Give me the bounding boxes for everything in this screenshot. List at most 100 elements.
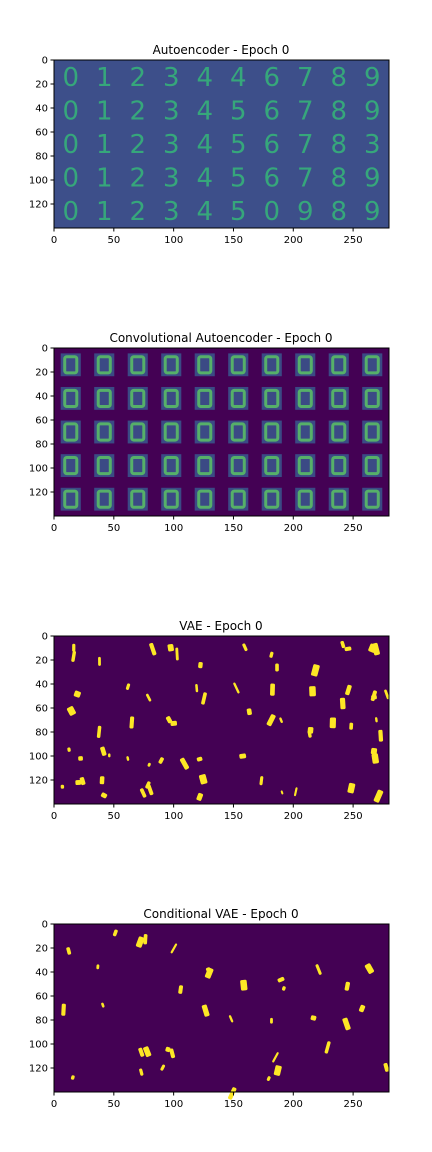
x-tick-label: 250 xyxy=(344,1099,363,1110)
sample-blob xyxy=(294,787,298,797)
digit-glyph: 7 xyxy=(297,130,314,160)
sample-blob xyxy=(108,753,111,758)
x-tick-label: 50 xyxy=(107,811,120,822)
sample-blob xyxy=(233,682,240,694)
y-tick-label: 60 xyxy=(35,128,48,139)
x-tick-label: 150 xyxy=(224,235,243,246)
sample-blob xyxy=(201,1004,210,1017)
sample-blob xyxy=(100,792,108,799)
axes-frame xyxy=(53,635,390,805)
reconstruction-stroke xyxy=(63,456,79,476)
reconstruction-stroke xyxy=(163,388,179,408)
sample-blob xyxy=(61,1003,66,1016)
y-tick-label: 20 xyxy=(35,368,48,379)
y-tick-label: 100 xyxy=(29,1040,48,1051)
sample-blob xyxy=(175,647,179,661)
sample-blob xyxy=(310,664,320,677)
y-tick-label: 0 xyxy=(42,56,48,67)
sample-blob xyxy=(196,792,204,801)
autoencoder-panel: Autoencoder - Epoch 0 0 1 2 3 4 4 6 7 8 90 1 2 3 4 5 6 7… xyxy=(29,43,390,246)
reconstruction-stroke xyxy=(230,355,246,375)
y-tick-label: 40 xyxy=(35,104,48,115)
reconstruction-stroke xyxy=(130,456,146,476)
sample-blob xyxy=(169,1048,176,1059)
sample-blob xyxy=(375,717,378,723)
digit-glyph: 6 xyxy=(263,96,280,126)
digit-glyph: 8 xyxy=(330,63,347,93)
reconstruction-stroke xyxy=(63,489,79,509)
sample-blob xyxy=(99,776,105,785)
reconstruction-stroke xyxy=(297,422,313,442)
sample-blob xyxy=(66,706,76,716)
digit-glyph: 3 xyxy=(163,164,180,194)
x-tick-label: 250 xyxy=(344,235,363,246)
sample-blob xyxy=(307,726,314,734)
x-tick-label: 200 xyxy=(284,523,303,534)
digit-glyph: 6 xyxy=(263,130,280,160)
sample-blob xyxy=(315,964,322,975)
vae-title: VAE - Epoch 0 xyxy=(179,619,262,633)
sample-blob xyxy=(239,753,247,759)
sample-blob xyxy=(147,762,151,767)
y-tick-label: 80 xyxy=(35,728,48,739)
reconstruction-stroke xyxy=(130,355,146,375)
digit-glyph: 4 xyxy=(196,96,213,126)
axes-frame xyxy=(53,347,390,517)
y-tick-label: 80 xyxy=(35,440,48,451)
reconstruction-stroke xyxy=(264,456,280,476)
sample-blob xyxy=(66,947,72,955)
sample-blob xyxy=(139,788,147,798)
sample-blob xyxy=(204,967,214,979)
conditional-vae-panel: Conditional VAE - Epoch 0 0 50 100 150 200 25… xyxy=(29,907,390,1110)
reconstruction-stroke xyxy=(364,355,380,375)
x-tick-label: 0 xyxy=(51,523,57,534)
image-area xyxy=(54,924,389,1092)
digit-glyph: 8 xyxy=(330,197,347,227)
sample-blob xyxy=(383,1062,390,1072)
sample-blob xyxy=(277,976,285,983)
reconstruction-stroke xyxy=(163,355,179,375)
y-tick-label: 40 xyxy=(35,968,48,979)
x-tick-label: 50 xyxy=(107,235,120,246)
reconstruction-stroke xyxy=(63,355,79,375)
sample-blob xyxy=(339,697,346,710)
digit-glyph: 5 xyxy=(230,164,247,194)
y-tick-label: 60 xyxy=(35,416,48,427)
digit-glyph: 1 xyxy=(96,96,113,126)
reconstruction-stroke xyxy=(197,456,213,476)
y-tick-label: 60 xyxy=(35,992,48,1003)
x-tick-label: 100 xyxy=(164,1099,183,1110)
sample-blob xyxy=(273,1065,282,1076)
sample-blob xyxy=(370,747,378,755)
y-tick-label: 40 xyxy=(35,680,48,691)
image-area xyxy=(54,60,389,228)
y-tick-label: 0 xyxy=(42,344,48,355)
reconstruction-stroke xyxy=(364,456,380,476)
digit-glyph: 2 xyxy=(129,197,146,227)
digit-glyph: 1 xyxy=(96,197,113,227)
sample-blob xyxy=(279,717,283,724)
digit-glyph: 9 xyxy=(364,197,381,227)
sample-blob xyxy=(378,729,384,742)
x-tick-label: 100 xyxy=(164,235,183,246)
digit-glyph: 8 xyxy=(330,130,347,160)
sample-blob xyxy=(135,936,145,948)
sample-blob xyxy=(270,683,275,696)
axes-frame xyxy=(53,59,390,229)
sample-blob xyxy=(198,774,208,785)
reconstruction-stroke xyxy=(130,422,146,442)
conditional-vae-title: Conditional VAE - Epoch 0 xyxy=(143,907,298,921)
sample-blob xyxy=(78,756,83,761)
sample-blob xyxy=(259,776,264,786)
y-tick-label: 100 xyxy=(29,752,48,763)
sample-blob xyxy=(201,692,207,705)
x-tick-label: 250 xyxy=(344,811,363,822)
reconstruction-stroke xyxy=(197,489,213,509)
y-tick-label: 100 xyxy=(29,464,48,475)
reconstruction-stroke xyxy=(264,355,280,375)
y-tick-label: 120 xyxy=(29,488,48,499)
reconstruction-stroke xyxy=(163,489,179,509)
sample-blob xyxy=(280,790,284,795)
conv-autoencoder-title: Convolutional Autoencoder - Epoch 0 xyxy=(109,331,332,345)
reconstruction-stroke xyxy=(163,456,179,476)
